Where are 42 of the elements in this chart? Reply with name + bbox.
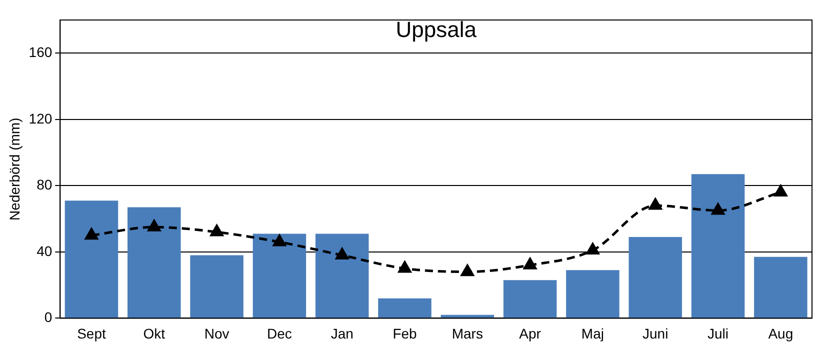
y-axis-title: Nederbörd (mm) xyxy=(6,118,22,220)
x-tick-label: Mars xyxy=(452,325,483,342)
y-tick-label: 0 xyxy=(44,309,52,326)
x-tick-label: Sept xyxy=(77,325,106,342)
point xyxy=(148,220,161,232)
bar xyxy=(315,234,369,318)
point xyxy=(648,198,662,210)
point xyxy=(85,228,98,240)
bar xyxy=(190,255,244,318)
point xyxy=(398,261,412,273)
bar xyxy=(378,298,432,318)
x-tick-label: Apr xyxy=(519,325,542,342)
point xyxy=(336,248,349,260)
point xyxy=(524,258,537,270)
chart-title: Uppsala xyxy=(396,17,478,42)
x-tick-label: Jan xyxy=(330,325,354,342)
point xyxy=(460,264,474,276)
bar xyxy=(252,234,306,318)
bar xyxy=(754,256,808,318)
y-tick-label: 80 xyxy=(36,176,52,193)
point xyxy=(273,234,286,246)
y-tick-label: 40 xyxy=(36,242,52,259)
x-tick-label: Feb xyxy=(392,325,418,342)
bar xyxy=(128,207,181,318)
bar xyxy=(64,200,118,318)
bar xyxy=(628,237,682,318)
point xyxy=(586,243,600,255)
x-tick-label: Nov xyxy=(204,325,230,342)
x-tick-label: Juli xyxy=(708,325,729,342)
point xyxy=(774,185,788,197)
x-tick-label: Aug xyxy=(768,325,794,342)
x-tick-label: Maj xyxy=(581,325,604,342)
bar xyxy=(503,280,557,318)
point xyxy=(712,203,724,215)
y-tick-label: 160 xyxy=(28,44,52,60)
bar xyxy=(691,174,745,318)
point xyxy=(210,224,224,236)
x-tick-label: Dec xyxy=(266,325,292,342)
x-tick-label: Juni xyxy=(642,325,668,342)
y-tick-label: 120 xyxy=(28,110,52,126)
x-tick-label: Okt xyxy=(143,325,166,342)
bar xyxy=(566,270,620,318)
